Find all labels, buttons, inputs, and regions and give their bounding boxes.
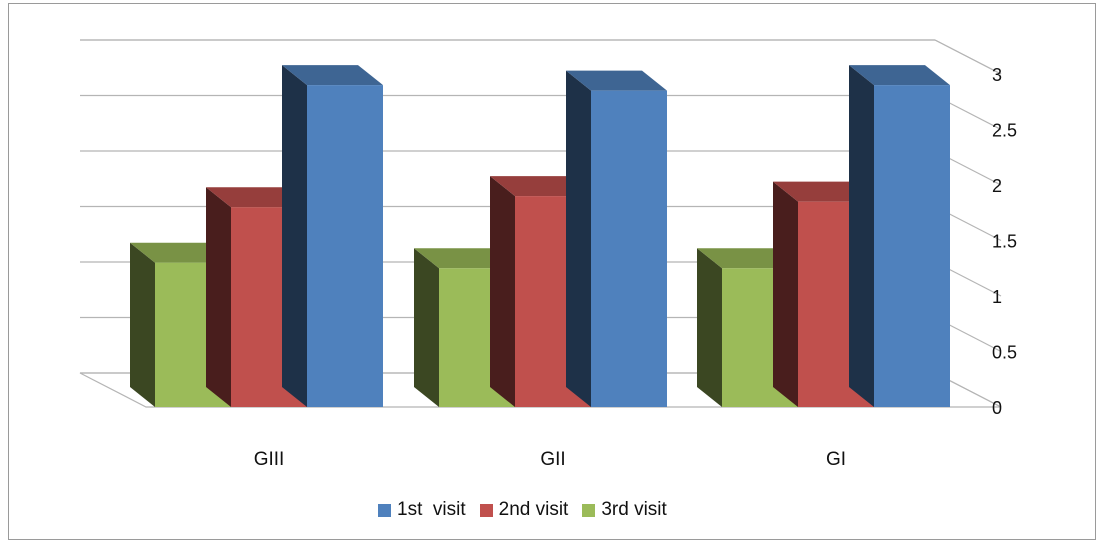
y-axis-ticks: 0 0.5 1 1.5 2 2.5 3 bbox=[992, 65, 1017, 418]
bar-side bbox=[414, 248, 439, 407]
y-tick-label: 1 bbox=[992, 287, 1002, 307]
bar-side bbox=[566, 70, 591, 408]
y-tick-label: 0.5 bbox=[992, 343, 1017, 363]
bar-GI-1st-visit bbox=[849, 65, 950, 407]
y-tick-label: 0 bbox=[992, 398, 1002, 418]
bar-top bbox=[414, 248, 515, 269]
y-tick-label: 3 bbox=[992, 65, 1002, 85]
bar-top bbox=[282, 65, 383, 86]
bar-side bbox=[206, 187, 231, 407]
legend-label: 3rd visit bbox=[601, 499, 667, 520]
legend: 1st visit 2nd visit 3rd visit bbox=[378, 499, 681, 521]
legend-label: 1st visit bbox=[397, 499, 466, 520]
bar-side bbox=[773, 181, 798, 407]
bar-side bbox=[697, 248, 722, 407]
x-category-label: GII bbox=[540, 449, 565, 470]
gridline-side bbox=[934, 39, 1002, 75]
bar-GIII-1st-visit bbox=[282, 65, 383, 407]
bar-front bbox=[874, 85, 950, 407]
legend-swatch bbox=[378, 503, 391, 517]
bar-side bbox=[282, 65, 307, 407]
bar-side bbox=[849, 65, 874, 407]
bar-top bbox=[849, 65, 950, 86]
legend-swatch bbox=[582, 503, 596, 517]
x-axis-categories: GIII GII GI bbox=[254, 449, 846, 470]
y-tick-label: 2 bbox=[992, 176, 1002, 196]
legend-item: 3rd visit bbox=[582, 499, 667, 521]
x-category-label: GIII bbox=[254, 449, 285, 470]
legend-item: 1st visit bbox=[378, 499, 466, 521]
bar-top bbox=[206, 187, 307, 208]
bar-top bbox=[697, 248, 798, 269]
bar-GII-1st-visit bbox=[566, 70, 667, 408]
bar-front bbox=[591, 90, 667, 408]
y-tick-label: 1.5 bbox=[992, 232, 1017, 252]
legend-item: 2nd visit bbox=[479, 499, 569, 521]
legend-swatch bbox=[479, 503, 493, 517]
bar-top bbox=[773, 181, 874, 202]
bar-side bbox=[490, 176, 515, 407]
y-tick-label: 2.5 bbox=[992, 121, 1017, 141]
legend-label: 2nd visit bbox=[498, 499, 569, 520]
bar-side bbox=[130, 242, 155, 407]
bar-front bbox=[307, 85, 383, 407]
bar-top bbox=[566, 70, 667, 91]
x-category-label: GI bbox=[826, 449, 846, 470]
bar-top bbox=[130, 242, 231, 263]
bar-top bbox=[490, 176, 591, 197]
bars-layer bbox=[130, 65, 950, 408]
